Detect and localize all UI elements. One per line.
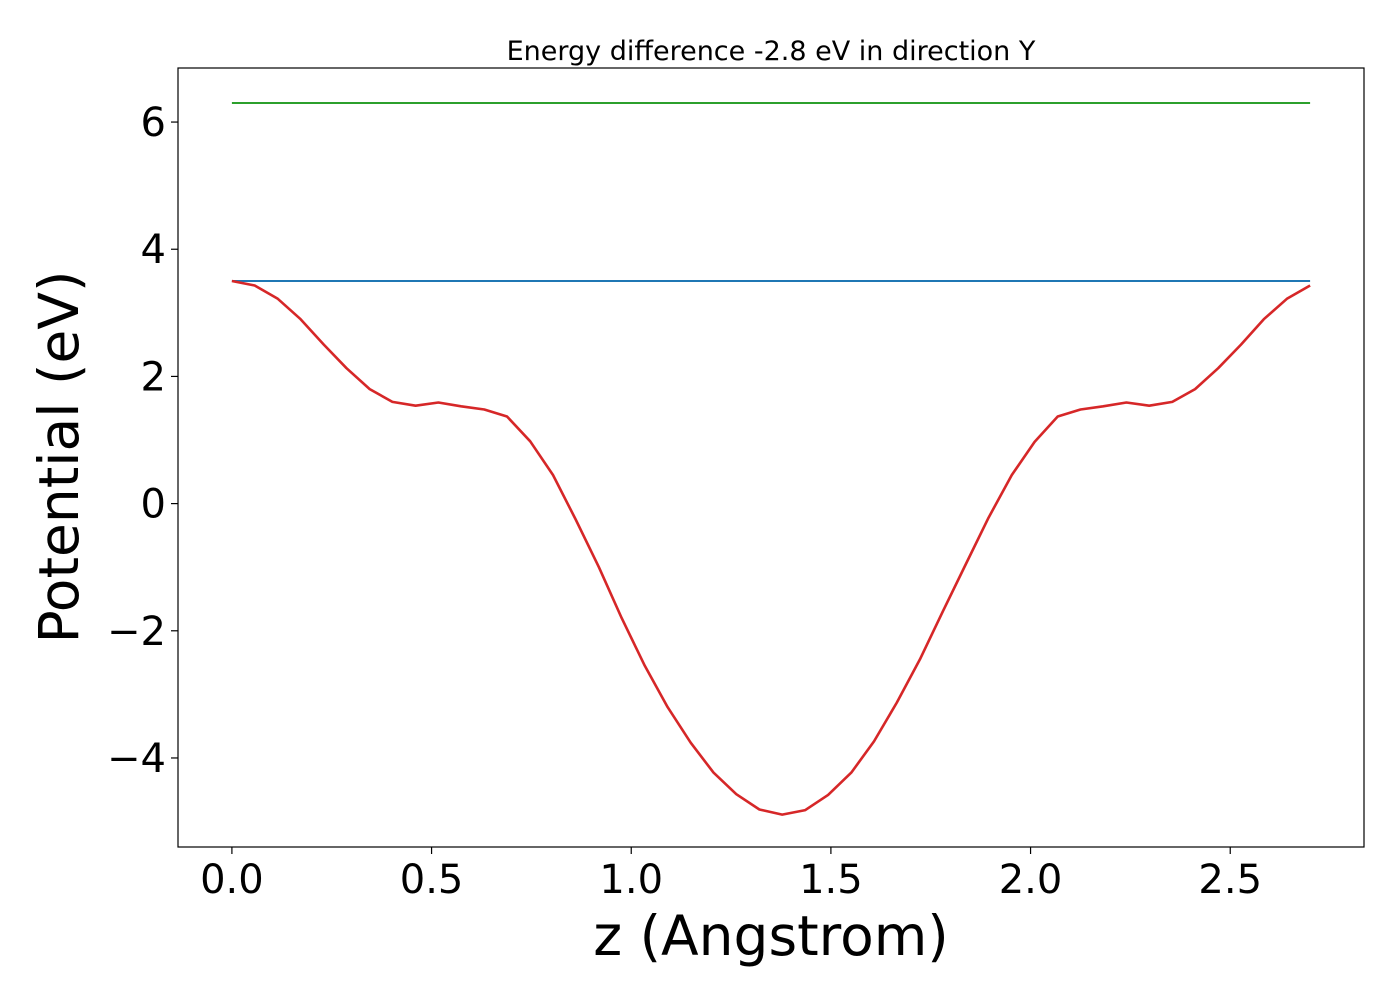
y-tick-label: 2 (141, 354, 166, 400)
x-tick-label: 0.0 (200, 857, 264, 903)
y-tick-label: −4 (107, 736, 166, 782)
plot-frame (177, 67, 1365, 848)
x-tick-label: 2.5 (1198, 857, 1262, 903)
y-tick-label: 0 (141, 482, 166, 528)
x-axis: 0.0 0.5 1.0 1.5 2.0 2.5 (200, 847, 1262, 903)
x-tick-label: 1.5 (799, 857, 863, 903)
x-tick-label: 1.0 (599, 857, 663, 903)
y-axis-label: Potential (eV) (27, 271, 91, 644)
x-tick-label: 2.0 (999, 857, 1063, 903)
y-axis: −4 −2 0 2 4 6 (107, 100, 178, 782)
x-axis-label: z (Angstrom) (593, 904, 949, 968)
plot-area (231, 102, 1311, 816)
y-tick-label: −2 (107, 609, 166, 655)
y-tick-label: 4 (141, 227, 166, 273)
chart-title: Energy difference -2.8 eV in direction Y (507, 36, 1036, 67)
series-line-3 (231, 279, 1311, 816)
y-tick-label: 6 (141, 100, 166, 146)
x-tick-label: 0.5 (400, 857, 464, 903)
